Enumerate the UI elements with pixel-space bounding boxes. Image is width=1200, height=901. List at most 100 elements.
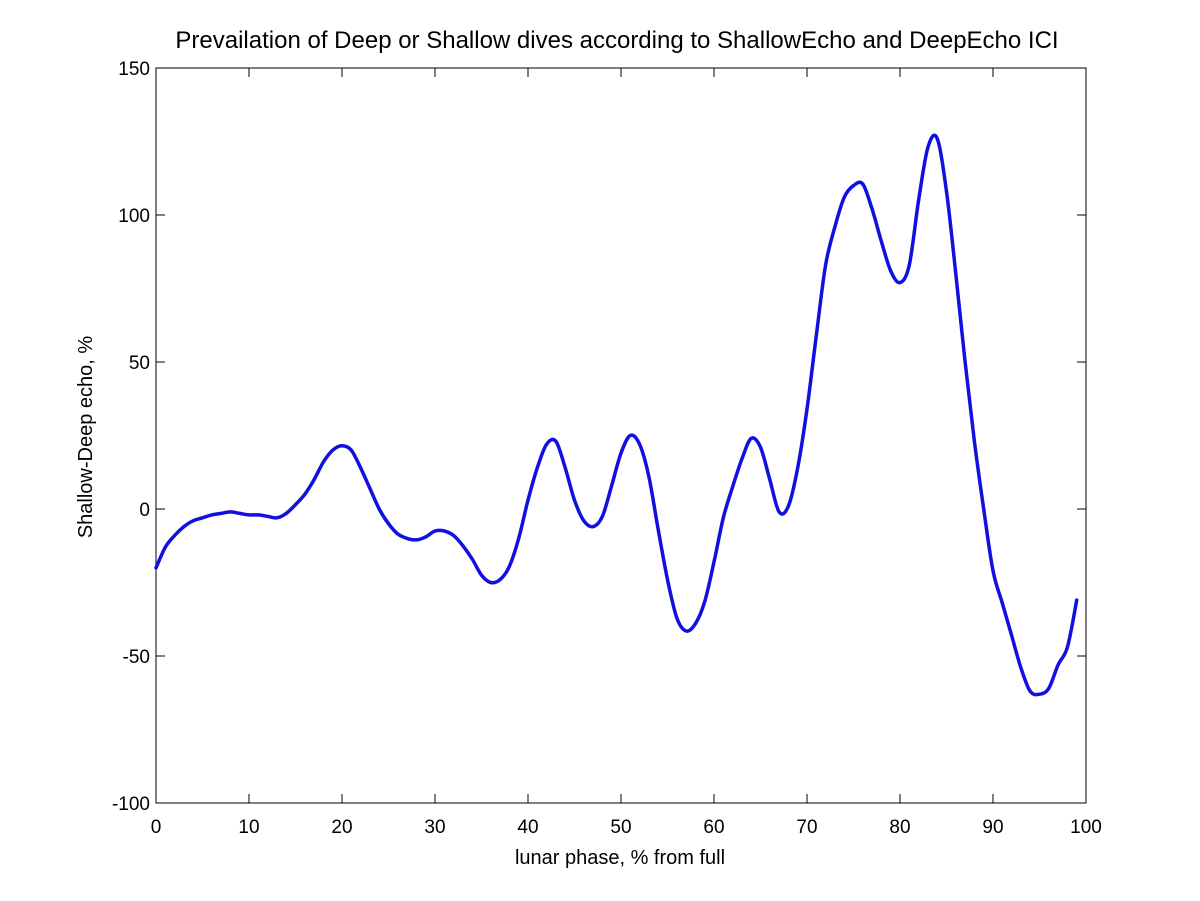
data-point <box>545 442 549 446</box>
data-point <box>777 510 781 514</box>
data-point <box>768 478 772 482</box>
data-point <box>275 516 279 520</box>
data-point <box>898 281 902 285</box>
y-tick-label: -100 <box>112 794 150 815</box>
data-point <box>359 466 363 470</box>
series-points <box>154 137 1079 696</box>
data-point <box>331 448 335 452</box>
y-tick-label: -50 <box>123 647 150 668</box>
data-point <box>758 445 763 449</box>
data-point <box>498 578 502 582</box>
data-point <box>479 573 484 577</box>
data-point <box>833 225 837 229</box>
data-point <box>721 516 725 520</box>
data-point <box>349 448 353 452</box>
x-tick-label: 30 <box>424 817 445 838</box>
data-point <box>600 514 605 518</box>
data-point <box>1028 689 1032 693</box>
data-point <box>1000 601 1004 605</box>
data-point <box>749 436 753 440</box>
data-point <box>433 529 437 533</box>
data-point <box>173 533 177 538</box>
data-point <box>805 407 809 411</box>
data-point <box>731 485 735 489</box>
data-point <box>982 507 986 511</box>
data-point <box>824 263 828 267</box>
data-point <box>712 560 716 564</box>
data-point <box>414 538 418 542</box>
data-point <box>638 442 642 446</box>
data-point <box>386 522 391 526</box>
data-point <box>954 272 958 276</box>
data-point <box>424 535 428 539</box>
data-point <box>266 514 270 518</box>
data-point <box>935 137 939 141</box>
x-tick-label: 70 <box>796 817 817 838</box>
data-point <box>507 564 511 568</box>
x-tick-label: 60 <box>703 817 724 838</box>
data-point <box>191 519 195 523</box>
data-point <box>851 184 856 188</box>
x-tick-label: 80 <box>889 817 910 838</box>
data-point <box>889 269 893 273</box>
data-point <box>917 198 921 202</box>
data-point <box>610 483 614 488</box>
data-point <box>703 600 707 604</box>
data-point <box>340 444 344 448</box>
data-point <box>293 503 298 507</box>
data-point <box>210 513 214 517</box>
data-point <box>228 510 232 514</box>
data-point <box>321 460 325 464</box>
data-point <box>628 433 632 438</box>
data-point <box>814 333 818 338</box>
data-point <box>163 545 167 549</box>
data-point <box>368 486 372 490</box>
data-point <box>182 525 186 529</box>
plot-frame <box>155 67 1087 804</box>
data-point <box>647 475 651 479</box>
data-point <box>926 145 930 149</box>
data-point <box>619 451 623 455</box>
x-tick-label: 20 <box>331 817 352 838</box>
x-tick-label: 40 <box>517 817 538 838</box>
data-point <box>461 544 465 548</box>
data-point <box>796 466 800 470</box>
data-point <box>238 511 242 515</box>
data-point <box>907 263 911 267</box>
data-point <box>405 536 409 541</box>
data-point <box>200 516 205 520</box>
y-tick-label: 150 <box>118 59 150 80</box>
axis-tick-labels: 0 10 20 30 40 50 60 70 80 90 100 -100 -50 0 50 100 150 <box>112 59 1102 838</box>
data-point <box>991 569 995 573</box>
data-point <box>256 513 260 517</box>
data-point <box>963 360 967 364</box>
data-point <box>396 532 400 536</box>
data-point <box>563 466 567 470</box>
data-point <box>591 525 595 529</box>
data-point <box>786 504 791 508</box>
data-point <box>247 513 251 517</box>
data-point <box>442 529 446 533</box>
data-point <box>861 182 865 186</box>
data-point <box>1075 598 1079 602</box>
x-tick-label: 100 <box>1070 817 1102 838</box>
data-point <box>675 616 679 620</box>
data-point <box>554 439 558 443</box>
data-point <box>303 492 307 496</box>
data-point <box>572 498 577 502</box>
data-point <box>842 195 846 199</box>
data-point <box>470 557 474 561</box>
data-point <box>1056 663 1060 667</box>
data-point <box>219 511 223 515</box>
data-point <box>582 519 586 523</box>
data-point <box>284 511 288 515</box>
x-axis-label: lunar phase, % from full <box>515 847 725 869</box>
data-point <box>1037 692 1042 696</box>
data-point <box>693 622 698 626</box>
data-point <box>1010 633 1014 638</box>
data-point <box>1047 686 1051 690</box>
y-tick-label: 50 <box>129 353 150 374</box>
x-tick-label: 10 <box>238 817 259 838</box>
x-tick-label: 50 <box>610 817 631 838</box>
